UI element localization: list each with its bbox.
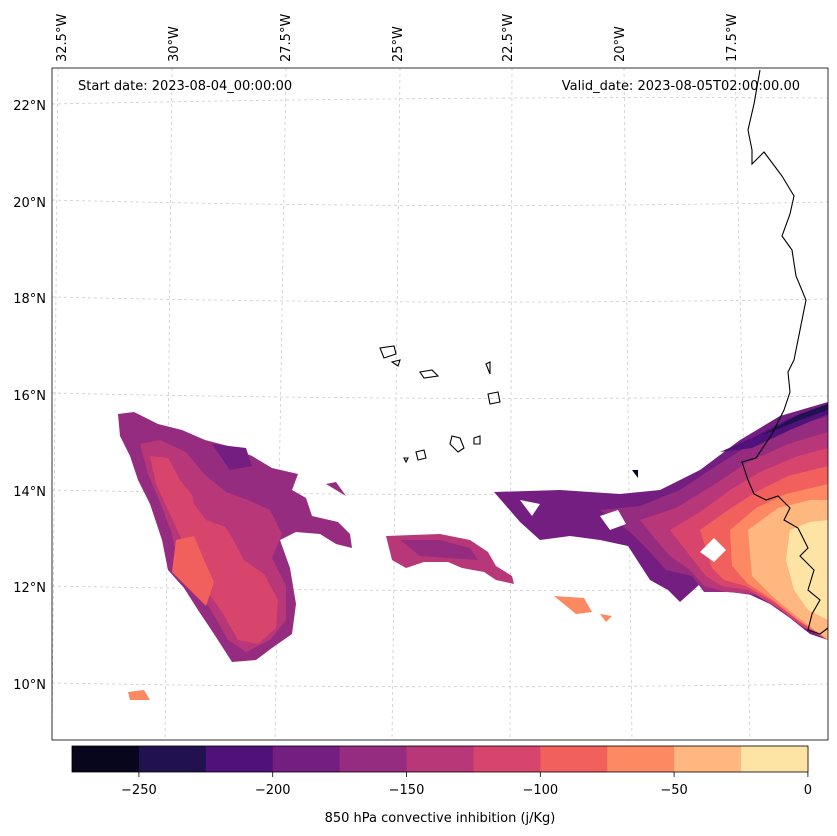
colorbar-segment bbox=[473, 746, 541, 772]
graticule bbox=[51, 67, 829, 741]
colorbar-segment bbox=[607, 746, 675, 772]
lon-label: 32.5°W bbox=[55, 14, 70, 62]
colorbar-ticks bbox=[138, 772, 809, 777]
start-date-label: Start date: 2023-08-04_00:00:00 bbox=[78, 79, 292, 94]
cin-contours bbox=[118, 402, 828, 700]
colorbar-segment bbox=[138, 746, 207, 772]
colorbar-segment bbox=[406, 746, 474, 772]
lon-label: 27.5°W bbox=[279, 14, 294, 62]
lat-label: 22°N bbox=[13, 99, 46, 114]
lat-label: 16°N bbox=[13, 389, 46, 404]
colorbar-tick-label: −50 bbox=[660, 783, 687, 798]
colorbar-tick-labels: −250 −200 −150 −100 −50 0 bbox=[121, 783, 812, 798]
lat-label: 14°N bbox=[13, 485, 46, 500]
colorbar-segment bbox=[205, 746, 274, 772]
colorbar-tick-label: −250 bbox=[121, 783, 157, 798]
colorbar-tick-label: −100 bbox=[522, 783, 558, 798]
colorbar-label: 850 hPa convective inhibition (j/Kg) bbox=[325, 811, 556, 826]
colorbar-tick-label: −150 bbox=[389, 783, 425, 798]
colorbar-segment bbox=[272, 746, 341, 772]
lat-label: 18°N bbox=[13, 292, 46, 307]
colorbar-segment bbox=[674, 746, 742, 772]
colorbar-segment bbox=[741, 746, 809, 772]
lon-label: 20°W bbox=[613, 26, 628, 62]
colorbar-tick-label: 0 bbox=[804, 783, 812, 798]
lon-label: 30°W bbox=[167, 26, 182, 62]
lat-label: 20°N bbox=[13, 196, 46, 211]
longitude-labels: 32.5°W 30°W 27.5°W 25°W 22.5°W 20°W 17.5… bbox=[55, 14, 740, 62]
colorbar-frame bbox=[71, 745, 809, 773]
colorbar-segment bbox=[540, 746, 608, 772]
colorbar-segment bbox=[72, 746, 140, 772]
valid-date-label: Valid_date: 2023-08-05T02:00:00.00 bbox=[562, 79, 800, 94]
lon-label: 22.5°W bbox=[501, 14, 516, 62]
lon-label: 17.5°W bbox=[725, 14, 740, 62]
colorbar bbox=[72, 746, 809, 772]
lat-label: 12°N bbox=[13, 581, 46, 596]
colorbar-segment bbox=[339, 746, 408, 772]
lon-label: 25°W bbox=[391, 26, 406, 62]
latitude-labels: 22°N 20°N 18°N 16°N 14°N 12°N 10°N bbox=[13, 99, 46, 693]
colorbar-tick-label: −200 bbox=[255, 783, 291, 798]
lat-label: 10°N bbox=[13, 678, 46, 693]
coastline bbox=[379, 69, 829, 635]
map-frame bbox=[51, 67, 829, 741]
